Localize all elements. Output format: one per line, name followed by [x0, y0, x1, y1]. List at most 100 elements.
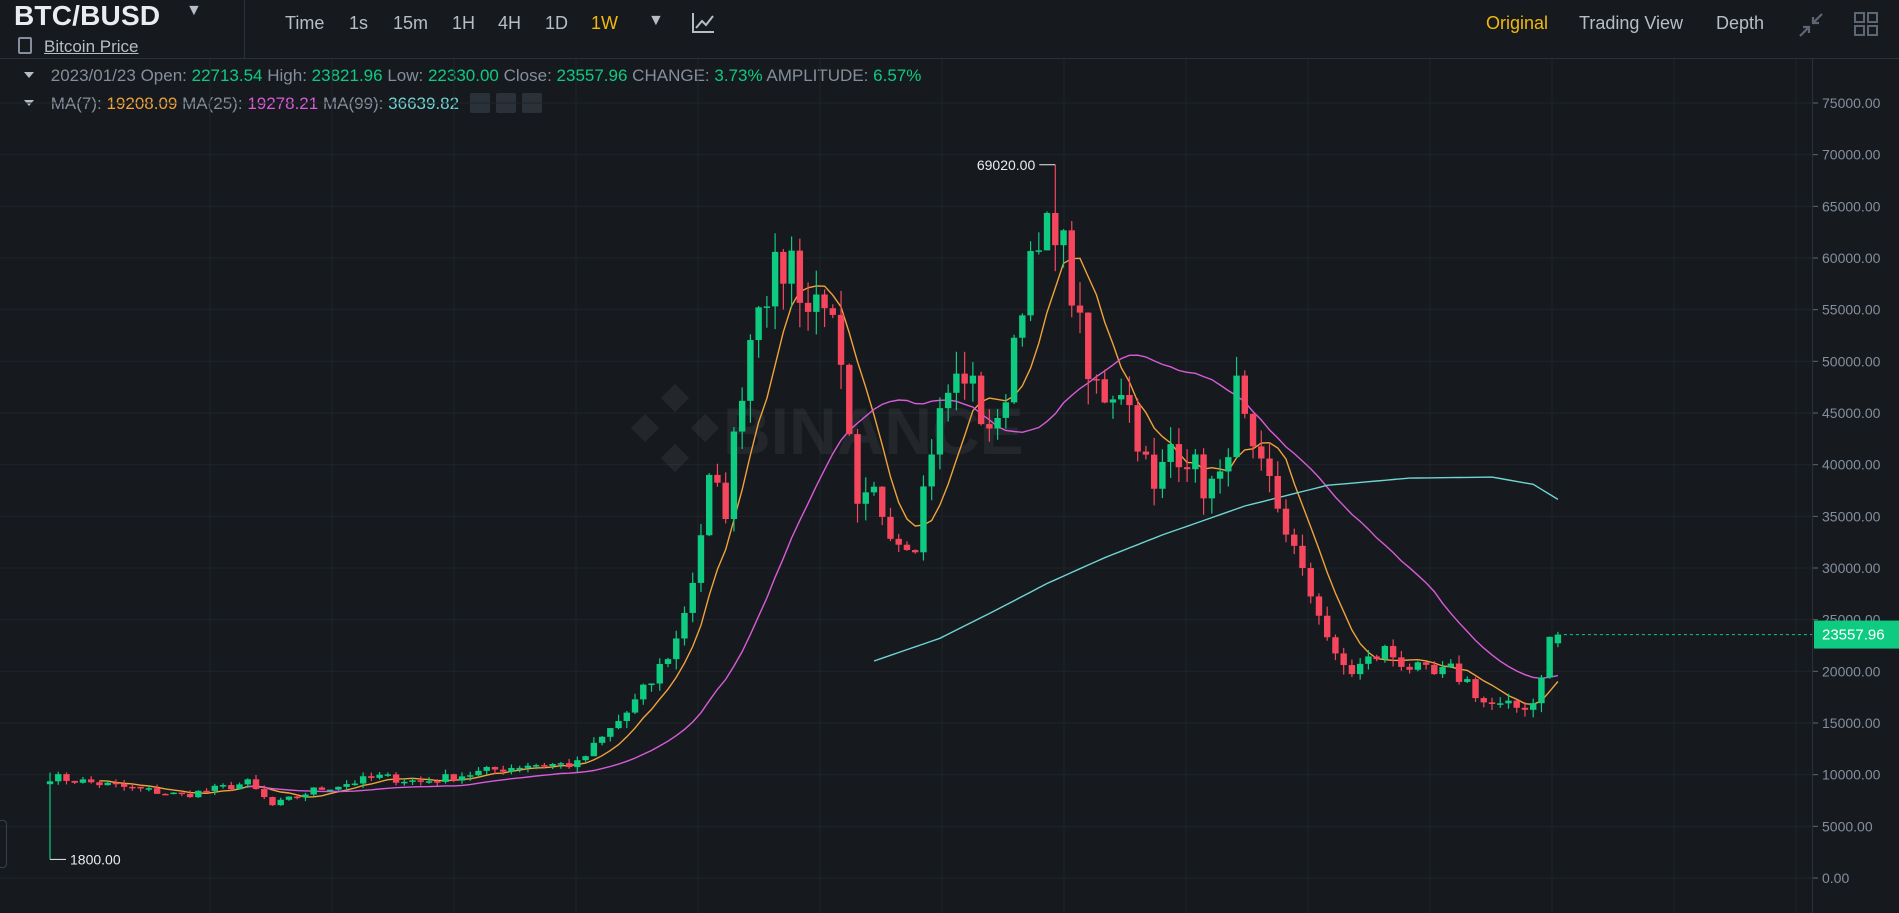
- candle[interactable]: [343, 784, 350, 787]
- candle[interactable]: [1109, 399, 1117, 403]
- candle[interactable]: [722, 482, 729, 520]
- candle[interactable]: [804, 302, 812, 312]
- candle[interactable]: [351, 783, 359, 786]
- candle[interactable]: [112, 782, 120, 785]
- candle[interactable]: [681, 612, 688, 639]
- candle[interactable]: [706, 474, 713, 536]
- candle[interactable]: [780, 251, 787, 284]
- candle[interactable]: [417, 780, 424, 782]
- candle[interactable]: [1233, 375, 1240, 458]
- candle[interactable]: [71, 780, 78, 783]
- candle[interactable]: [1472, 679, 1479, 699]
- candle[interactable]: [1035, 250, 1042, 252]
- bitcoin-price-link[interactable]: Bitcoin Price: [44, 37, 139, 56]
- tab-15m[interactable]: 15m: [393, 13, 429, 33]
- candle[interactable]: [203, 790, 210, 793]
- candle[interactable]: [953, 373, 960, 393]
- candle[interactable]: [1389, 646, 1397, 658]
- candle[interactable]: [178, 792, 186, 795]
- candle[interactable]: [837, 314, 845, 365]
- candle[interactable]: [631, 699, 639, 713]
- candle[interactable]: [821, 294, 828, 309]
- candle[interactable]: [986, 424, 993, 429]
- candle[interactable]: [582, 756, 589, 761]
- candle[interactable]: [1406, 666, 1413, 670]
- candle[interactable]: [994, 417, 1001, 429]
- pair-title[interactable]: BTC/BUSD: [14, 0, 161, 31]
- candle[interactable]: [88, 779, 95, 783]
- view-depth[interactable]: Depth: [1716, 13, 1765, 33]
- candle[interactable]: [903, 544, 911, 551]
- candle[interactable]: [1142, 451, 1150, 455]
- candle[interactable]: [244, 779, 251, 785]
- candle[interactable]: [79, 779, 87, 783]
- price-chart[interactable]: 75000.00 70000.00 65000.00 60000.00 55000.00…: [0, 59, 1899, 913]
- candle[interactable]: [887, 516, 894, 539]
- candle[interactable]: [1464, 679, 1471, 682]
- candle[interactable]: [912, 550, 919, 553]
- candle[interactable]: [1175, 444, 1183, 468]
- candle[interactable]: [1118, 394, 1125, 400]
- candle[interactable]: [1043, 212, 1051, 251]
- candle[interactable]: [1208, 478, 1216, 499]
- candle[interactable]: [862, 492, 869, 504]
- candle[interactable]: [796, 250, 804, 303]
- candle[interactable]: [673, 638, 680, 660]
- candle[interactable]: [326, 789, 334, 792]
- candle[interactable]: [524, 765, 532, 768]
- candle[interactable]: [145, 788, 153, 790]
- candle[interactable]: [615, 721, 622, 729]
- candle[interactable]: [1455, 663, 1463, 682]
- candle[interactable]: [228, 785, 235, 790]
- candle[interactable]: [846, 364, 853, 435]
- candle[interactable]: [1052, 212, 1059, 246]
- candle[interactable]: [500, 769, 507, 772]
- candle[interactable]: [1241, 375, 1248, 414]
- candle[interactable]: [1324, 615, 1331, 638]
- candle[interactable]: [1513, 700, 1520, 708]
- drawing-tools-handle[interactable]: [0, 820, 7, 868]
- candle[interactable]: [969, 375, 977, 384]
- candle[interactable]: [1192, 454, 1199, 470]
- candle[interactable]: [1274, 475, 1281, 509]
- candle[interactable]: [1126, 394, 1133, 406]
- candle[interactable]: [829, 308, 836, 315]
- candle[interactable]: [689, 582, 696, 613]
- candle[interactable]: [574, 760, 581, 768]
- candle[interactable]: [236, 784, 243, 790]
- candle[interactable]: [458, 776, 466, 781]
- candle[interactable]: [425, 781, 433, 783]
- candle[interactable]: [252, 779, 260, 790]
- candle[interactable]: [55, 774, 62, 782]
- candle[interactable]: [1315, 596, 1323, 616]
- layout-grid-icon[interactable]: [1854, 12, 1878, 36]
- candle[interactable]: [1068, 230, 1075, 306]
- candle[interactable]: [376, 774, 383, 778]
- candle[interactable]: [763, 306, 771, 308]
- tab-4h[interactable]: 4H: [498, 13, 522, 33]
- candle[interactable]: [541, 765, 548, 767]
- candle[interactable]: [656, 663, 663, 684]
- candle[interactable]: [664, 659, 672, 664]
- candle[interactable]: [384, 774, 392, 776]
- candle[interactable]: [936, 408, 944, 455]
- candle[interactable]: [1431, 664, 1438, 675]
- tab-1d[interactable]: 1D: [545, 13, 569, 33]
- candle[interactable]: [1398, 657, 1405, 667]
- candle[interactable]: [565, 763, 573, 768]
- candle[interactable]: [129, 786, 136, 789]
- candle[interactable]: [1282, 508, 1290, 535]
- candle[interactable]: [186, 793, 194, 798]
- candle[interactable]: [450, 774, 457, 781]
- tab-1w[interactable]: 1W: [591, 13, 618, 33]
- candle[interactable]: [1356, 663, 1364, 675]
- candle[interactable]: [895, 538, 902, 545]
- candle[interactable]: [401, 781, 408, 784]
- candle[interactable]: [755, 307, 762, 341]
- candle[interactable]: [1258, 446, 1265, 459]
- candle[interactable]: [813, 294, 820, 312]
- candle[interactable]: [1167, 444, 1174, 462]
- candle[interactable]: [261, 789, 268, 798]
- candle[interactable]: [1134, 405, 1141, 452]
- candle[interactable]: [1414, 662, 1422, 670]
